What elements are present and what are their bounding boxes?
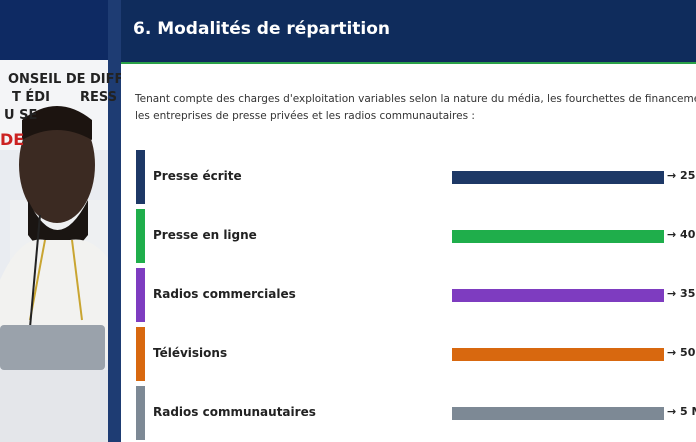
row-accent [136, 268, 145, 322]
row-value: → 5 M [667, 405, 696, 418]
row-bar [452, 407, 664, 420]
backdrop-text: ONSEIL DE DIFFUSEU [8, 72, 121, 87]
row-label: Télévisions [153, 346, 228, 360]
row: Radios commerciales → 35 M [136, 268, 696, 322]
video-panel: ONSEIL DE DIFFUSEU T ÉDI RESS U SE DE [0, 0, 121, 442]
row-label: Radios commerciales [153, 287, 296, 301]
row-value: → 40 M [667, 228, 696, 241]
backdrop-text: T ÉDI [12, 90, 50, 105]
row-accent [136, 386, 145, 440]
row-label: Presse en ligne [153, 228, 257, 242]
row-label: Radios communautaires [153, 405, 316, 419]
row-label: Presse écrite [153, 169, 242, 183]
intro-text: Tenant compte des charges d'exploitation… [135, 93, 696, 105]
slide-header: 6. Modalités de répartition [121, 0, 696, 64]
row-value: → 25 M [667, 169, 696, 182]
row-accent [136, 150, 145, 204]
row-value: → 35 M [667, 287, 696, 300]
row-bar [452, 230, 664, 243]
row: Radios communautaires → 5 M [136, 386, 696, 440]
row: Télévisions → 50 M [136, 327, 696, 381]
row-bar [452, 348, 664, 361]
row-accent [136, 209, 145, 263]
backdrop-text: U SE [4, 108, 38, 123]
row-bar [452, 289, 664, 302]
speaker-image [0, 0, 121, 442]
row: Presse écrite → 25 M [136, 150, 696, 204]
slide: 6. Modalités de répartition Tenant compt… [121, 0, 696, 442]
slide-title: 6. Modalités de répartition [133, 19, 391, 39]
row-value: → 50 M [667, 346, 696, 359]
backdrop-text: RESS [80, 90, 118, 105]
intro-text: les entreprises de presse privées et les… [135, 110, 475, 122]
row-accent [136, 327, 145, 381]
backdrop-text: DE [0, 130, 25, 149]
row: Presse en ligne → 40 M [136, 209, 696, 263]
row-bar [452, 171, 664, 184]
